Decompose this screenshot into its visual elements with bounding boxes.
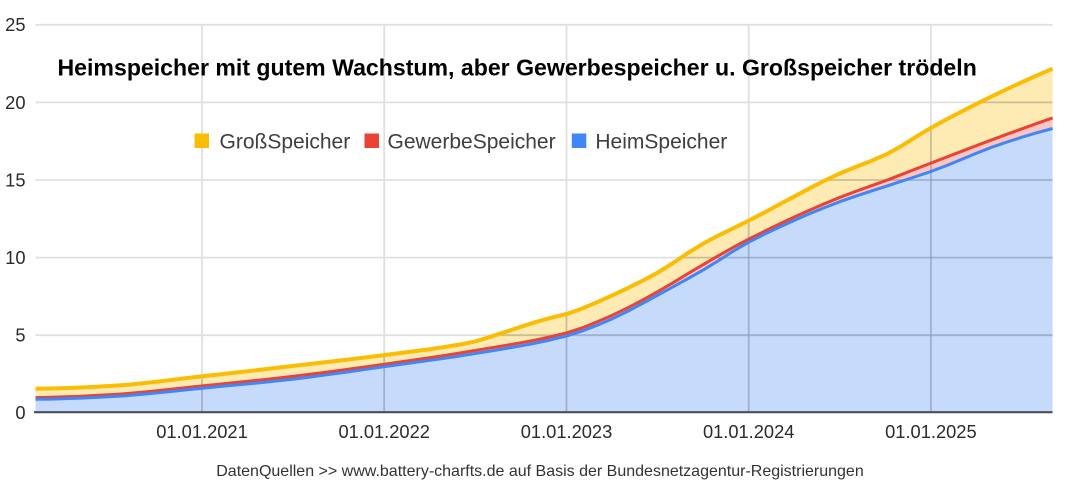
svg-text:0: 0 (15, 402, 25, 423)
svg-text:DatenQuellen >> www.battery-ch: DatenQuellen >> www.battery-charfts.de a… (216, 463, 863, 480)
svg-text:01.01.2023: 01.01.2023 (521, 421, 613, 442)
svg-text:20: 20 (5, 92, 25, 113)
svg-text:GewerbeSpeicher: GewerbeSpeicher (388, 131, 556, 154)
svg-text:10: 10 (5, 247, 25, 268)
svg-text:5: 5 (15, 325, 25, 346)
svg-text:01.01.2022: 01.01.2022 (338, 421, 430, 442)
svg-text:01.01.2021: 01.01.2021 (156, 421, 248, 442)
svg-text:15: 15 (5, 169, 25, 190)
svg-text:HeimSpeicher: HeimSpeicher (595, 131, 727, 154)
svg-text:GroßSpeicher: GroßSpeicher (220, 131, 351, 154)
svg-text:25: 25 (5, 14, 25, 35)
svg-text:01.01.2024: 01.01.2024 (703, 421, 795, 442)
svg-text:01.01.2025: 01.01.2025 (885, 421, 977, 442)
svg-text:Heimspeicher mit gutem Wachstu: Heimspeicher mit gutem Wachstum, aber Ge… (58, 55, 977, 81)
